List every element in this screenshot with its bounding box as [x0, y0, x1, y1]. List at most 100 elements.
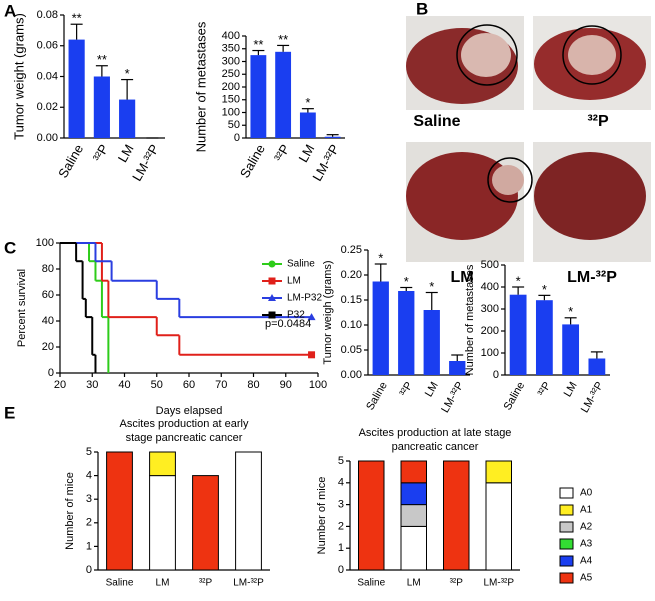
y-tick-label: 0.20 [341, 269, 362, 281]
y-tick-label: 350 [222, 43, 240, 55]
significance: ** [278, 32, 288, 47]
panel-label: E [4, 403, 15, 422]
y-tick-label: 400 [481, 281, 499, 293]
x-tick-label: ³²P [90, 142, 112, 165]
bar-segment [485, 482, 512, 571]
x-tick-label: ³²P [398, 380, 416, 399]
significance: * [429, 279, 434, 294]
y-tick-label: 400 [222, 30, 240, 42]
bar-segment [400, 525, 427, 571]
bar [562, 324, 580, 375]
legend-swatch [559, 487, 574, 499]
legend-label: A2 [580, 522, 593, 533]
y-tick-label: 0.08 [37, 9, 58, 21]
x-tick-label: 80 [247, 379, 259, 391]
y-tick-label: 0.06 [37, 40, 58, 52]
x-tick-label: 70 [215, 379, 227, 391]
y-tick-label: 0.25 [341, 244, 362, 256]
bar-segment [358, 460, 385, 571]
significance: * [542, 282, 547, 297]
bar [423, 310, 440, 375]
y-axis-label: Number of metastases [464, 264, 476, 375]
x-tick-label: LM [156, 578, 170, 589]
liver [406, 152, 518, 240]
bar [509, 294, 527, 375]
legend-swatch [559, 538, 574, 550]
y-tick-label: 0 [48, 367, 54, 379]
x-tick-label: LM [562, 380, 580, 399]
y-tick-label: 250 [222, 68, 240, 80]
bar-segment [400, 504, 427, 527]
y-tick-label: 2 [86, 517, 92, 529]
bar-segment [443, 460, 470, 571]
end-marker [308, 351, 316, 359]
legend-swatch [559, 555, 574, 567]
y-tick-label: 50 [228, 119, 240, 131]
legend-marker [268, 277, 276, 285]
significance: ** [72, 11, 82, 26]
y-axis-label: Percent survival [16, 269, 28, 347]
y-tick-label: 60 [42, 289, 54, 301]
x-tick-label: Saline [55, 142, 86, 181]
photo-label: LM [450, 269, 473, 286]
end-marker [307, 313, 316, 321]
x-tick-label: 30 [86, 379, 98, 391]
y-tick-label: 0.02 [37, 101, 58, 113]
chart-title: Ascites production at early [119, 418, 249, 430]
x-tick-label: 20 [54, 379, 66, 391]
x-tick-label: LM [423, 380, 441, 399]
y-tick-label: 4 [338, 477, 344, 489]
x-tick-label: LM [407, 578, 421, 589]
bar [535, 300, 553, 375]
y-tick-label: 100 [481, 347, 499, 359]
legend-label: A4 [580, 556, 593, 567]
bar-segment [485, 460, 512, 484]
y-tick-label: 200 [481, 325, 499, 337]
x-tick-label: Saline [364, 380, 390, 412]
significance: ** [97, 52, 107, 67]
significance: * [404, 274, 409, 289]
x-tick-label: 60 [183, 379, 195, 391]
panel-label: B [416, 0, 428, 18]
legend-marker [268, 311, 276, 319]
bar [449, 361, 466, 375]
legend-marker [268, 260, 276, 268]
bar [398, 291, 415, 375]
legend-label: A3 [580, 539, 593, 550]
bar [68, 39, 85, 138]
legend-label: A0 [580, 488, 593, 499]
panel-label: C [4, 238, 16, 257]
bar [372, 281, 389, 375]
tumor [568, 35, 616, 75]
bar [119, 99, 136, 138]
y-tick-label: 5 [86, 446, 92, 458]
y-tick-label: 0.05 [341, 344, 362, 356]
y-axis-label: Number of mice [316, 477, 328, 555]
x-tick-label: 90 [280, 379, 292, 391]
significance: * [516, 273, 521, 288]
y-tick-label: 0.04 [37, 70, 58, 82]
y-tick-label: 100 [222, 106, 240, 118]
legend-label: A5 [580, 573, 593, 584]
bar [93, 76, 110, 138]
x-tick-label: Saline [237, 142, 268, 181]
y-tick-label: 0.15 [341, 294, 362, 306]
x-axis-label: Days elapsed [156, 405, 223, 417]
bar [250, 55, 267, 138]
x-tick-label: Saline [502, 380, 528, 412]
y-tick-label: 0 [338, 564, 344, 576]
photo-label: ³²P [587, 113, 609, 130]
photo-label: Saline [413, 113, 460, 130]
bar [324, 136, 341, 138]
y-tick-label: 3 [338, 499, 344, 511]
y-tick-label: 0.10 [341, 319, 362, 331]
chart-title: pancreatic cancer [392, 441, 479, 453]
x-tick-label: ³²P [271, 142, 293, 165]
y-tick-label: 0.00 [341, 369, 362, 381]
bar-segment [192, 475, 219, 571]
x-tick-label: LM-³²P [439, 380, 466, 415]
y-tick-label: 1 [338, 542, 344, 554]
y-tick-label: 500 [481, 259, 499, 271]
legend-label: LM [287, 276, 301, 287]
chart-title: Ascites production at late stage [359, 427, 512, 439]
